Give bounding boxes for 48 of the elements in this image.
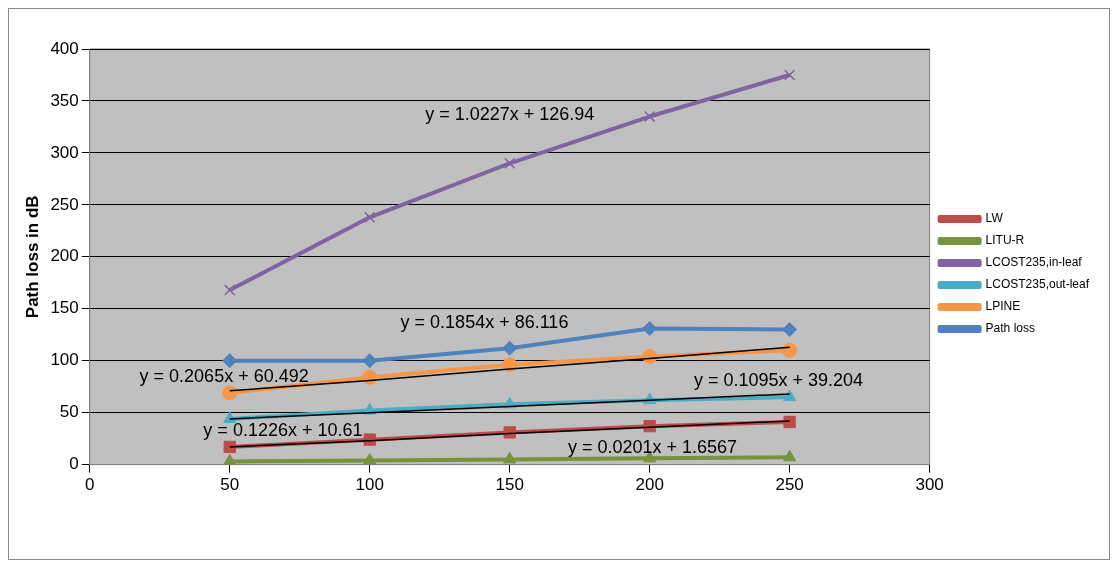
point: [783, 69, 796, 81]
x-tick-label: 200: [635, 475, 664, 495]
point: [223, 440, 236, 454]
annotation: y = 0.1226x + 10.61: [203, 420, 363, 441]
point: [783, 415, 796, 429]
point: [643, 110, 656, 123]
point: [642, 320, 658, 336]
point: [363, 452, 377, 465]
legend-label: LPINE: [985, 299, 1021, 314]
annotation: y = 0.1854x + 86.116: [400, 312, 569, 333]
annotation: y = 0.1095x + 39.204: [693, 370, 864, 391]
legend-label: LCOST235,in-leaf: [985, 255, 1083, 270]
point: [782, 322, 798, 338]
point: [503, 426, 516, 439]
point: [782, 342, 798, 358]
point: [364, 211, 376, 224]
legend-label: LCOST235,out-leaf: [985, 277, 1090, 292]
x-tick-label: 50: [220, 475, 240, 495]
x-tick-label: 300: [915, 475, 944, 495]
y-tick-label: 0: [69, 454, 79, 474]
annotation: y = 0.0201x + 1.6567: [567, 436, 738, 457]
y-tick-label: 350: [50, 90, 79, 110]
x-tick-label: 100: [355, 475, 384, 495]
point: [224, 284, 236, 296]
y-tick-label: 200: [50, 246, 79, 266]
annotation: y = 0.2065x + 60.492: [139, 366, 309, 387]
y-tick-label: 150: [50, 298, 79, 318]
legend-label: Path loss: [985, 321, 1035, 336]
point: [222, 385, 238, 401]
y-tick-label: 50: [59, 402, 79, 422]
y-axis-title: Path loss in dB: [22, 195, 42, 319]
point: [502, 340, 518, 356]
legend-label: LW: [985, 211, 1004, 226]
y-tick-label: 300: [50, 142, 79, 162]
x-tick-label: 250: [775, 475, 804, 495]
x-tick-label: 150: [495, 475, 524, 495]
point: [222, 353, 238, 369]
point: [783, 389, 797, 402]
y-tick-label: 100: [50, 350, 79, 370]
point: [503, 157, 516, 169]
y-tick-label: 250: [50, 194, 79, 214]
y-tick-label: 400: [50, 38, 79, 58]
legend-label: LITU-R: [985, 233, 1025, 248]
x-tick-label: 0: [85, 475, 95, 495]
point: [503, 451, 517, 464]
point: [362, 353, 378, 369]
point: [783, 449, 797, 462]
annotation: y = 1.0227x + 126.94: [425, 104, 595, 125]
